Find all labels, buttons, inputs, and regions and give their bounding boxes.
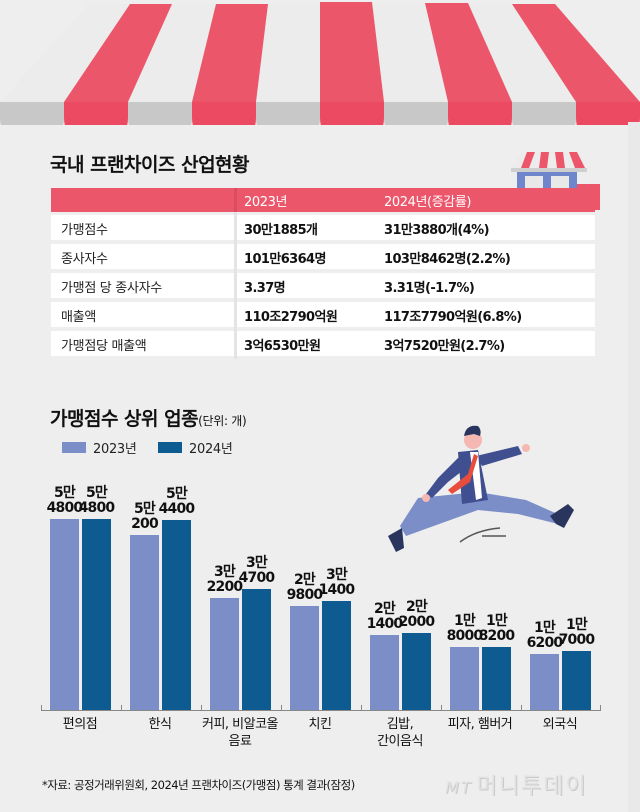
axis-tick [600,705,601,710]
legend-item-2024: 2024년 [158,438,233,457]
chart-title-text: 가맹점수 상위 업종 [50,408,199,430]
axis-tick [521,705,522,710]
legend-label: 2024년 [189,442,233,457]
bar-value-label: 5만 4800 [78,485,116,516]
header-2023: 2023년 [244,195,288,210]
value-2024: 31만3880개(4%) [384,223,490,238]
category-label: 커피, 비알코올 음료 [201,717,279,749]
axis-tick [201,705,202,710]
bar-2023 [290,606,319,710]
bar-2023 [450,647,479,710]
bar-value-label: 1만 8000 [446,613,484,644]
column-divider [234,212,237,243]
chart-title: 가맹점수 상위 업종(단위: 개) [50,404,247,431]
bar-value-label: 5만 4400 [158,486,196,517]
bar-2024 [322,601,351,710]
row-label: 가맹점 당 종사자수 [61,281,162,296]
awning-illustration [0,2,640,125]
bar-2024 [402,633,431,710]
bar-2024 [562,651,591,710]
value-2024: 3.31명(-1.7%) [384,281,475,296]
column-divider [234,299,237,330]
bar-2024 [482,647,511,710]
category-label: 김밥, 간이음식 [377,717,423,749]
bar-2023 [370,635,399,710]
bar-value-label: 2만 9800 [286,572,324,603]
main-title: 국내 프랜차이즈 산업현황 [50,154,250,176]
chart-unit: (단위: 개) [198,414,247,428]
bar-2023 [50,519,79,710]
bar-value-label: 1만 6200 [526,620,564,651]
legend-label: 2023년 [93,442,137,457]
axis-tick [441,705,442,710]
value-2023: 3.37명 [244,281,286,296]
bar-value-label: 3만 2200 [206,564,244,595]
bar-value-label: 5만 200 [131,501,159,532]
bar-value-label: 2만 2000 [398,599,436,630]
panel-edge [628,122,640,812]
category-label: 치킨 [308,717,332,732]
legend-item-2023: 2023년 [62,438,137,457]
bar-value-label: 3만 1400 [318,567,356,598]
axis-tick [361,705,362,710]
value-2024: 117조7790억원(6.8%) [384,310,522,325]
value-2024: 103만8462명(2.2%) [384,252,511,267]
bar-value-label: 3만 4700 [238,555,276,586]
legend-swatch-2024 [158,442,182,453]
category-label: 피자, 햄버거 [447,717,513,732]
value-2023: 30만1885개 [244,223,318,238]
row-label: 종사자수 [61,252,108,267]
column-divider [234,188,237,212]
column-divider [234,270,237,301]
x-axis [41,710,601,711]
legend-swatch-2023 [62,442,86,453]
table-row: 매출액 110조2790억원 117조7790억원(6.8%) [51,299,595,330]
column-divider [234,328,237,359]
logo-text: 머니투데이 [476,774,588,799]
table-header: 2023년 2024년(증감률) [51,188,595,212]
bar-2024 [242,589,271,710]
value-2023: 110조2790억원 [244,310,338,325]
source-note: *자료: 공정거래위원회, 2024년 프랜차이즈(가맹점) 통계 결과(잠정) [42,778,355,792]
row-label: 매출액 [61,310,96,325]
bar-2023 [530,654,559,710]
table-row: 가맹점당 매출액 3억6530만원 3억7520만원(2.7%) [51,328,595,359]
axis-tick [41,705,42,710]
bar-2024 [162,520,191,710]
category-label: 한식 [148,717,172,732]
bar-2024 [82,519,111,710]
header-2024: 2024년(증감률) [384,195,472,210]
axis-tick [121,705,122,710]
column-divider [234,241,237,272]
table-row: 가맹점 당 종사자수 3.37명 3.31명(-1.7%) [51,270,595,301]
bar-value-label: 2만 1400 [366,601,404,632]
jumping-businessman-illustration [388,425,574,552]
category-label: 외국식 [542,717,578,732]
logo-mark: MT [445,778,473,797]
bar-value-label: 5만 4800 [46,485,84,516]
axis-tick [281,705,282,710]
publisher-logo: MT 머니투데이 [445,768,588,800]
bar-2023 [210,598,239,710]
bar-2023 [130,535,159,710]
value-2023: 101만6364명 [244,252,326,267]
value-2024: 3억7520만원(2.7%) [384,339,505,354]
table-row: 가맹점수 30만1885개 31만3880개(4%) [51,212,595,243]
table-row: 종사자수 101만6364명 103만8462명(2.2%) [51,241,595,272]
row-label: 가맹점수 [61,223,108,238]
category-label: 편의점 [62,717,98,732]
row-label: 가맹점당 매출액 [61,339,147,354]
bar-value-label: 1만 8200 [478,613,516,644]
bar-value-label: 1만 7000 [558,617,596,648]
value-2023: 3억6530만원 [244,339,321,354]
